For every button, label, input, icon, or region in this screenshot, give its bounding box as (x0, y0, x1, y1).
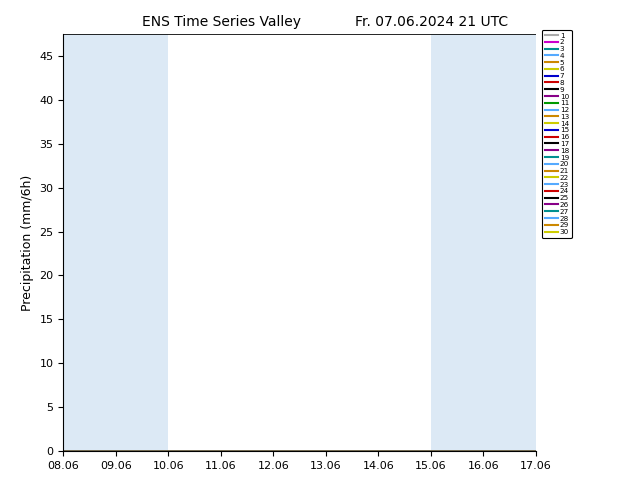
Legend: 1, 2, 3, 4, 5, 6, 7, 8, 9, 10, 11, 12, 13, 14, 15, 16, 17, 18, 19, 20, 21, 22, 2: 1, 2, 3, 4, 5, 6, 7, 8, 9, 10, 11, 12, 1… (541, 29, 572, 238)
Text: Fr. 07.06.2024 21 UTC: Fr. 07.06.2024 21 UTC (354, 15, 508, 29)
Bar (430, 34, 536, 451)
Text: ENS Time Series Valley: ENS Time Series Valley (143, 15, 301, 29)
Y-axis label: Precipitation (mm/6h): Precipitation (mm/6h) (21, 174, 34, 311)
Bar (63, 34, 169, 451)
